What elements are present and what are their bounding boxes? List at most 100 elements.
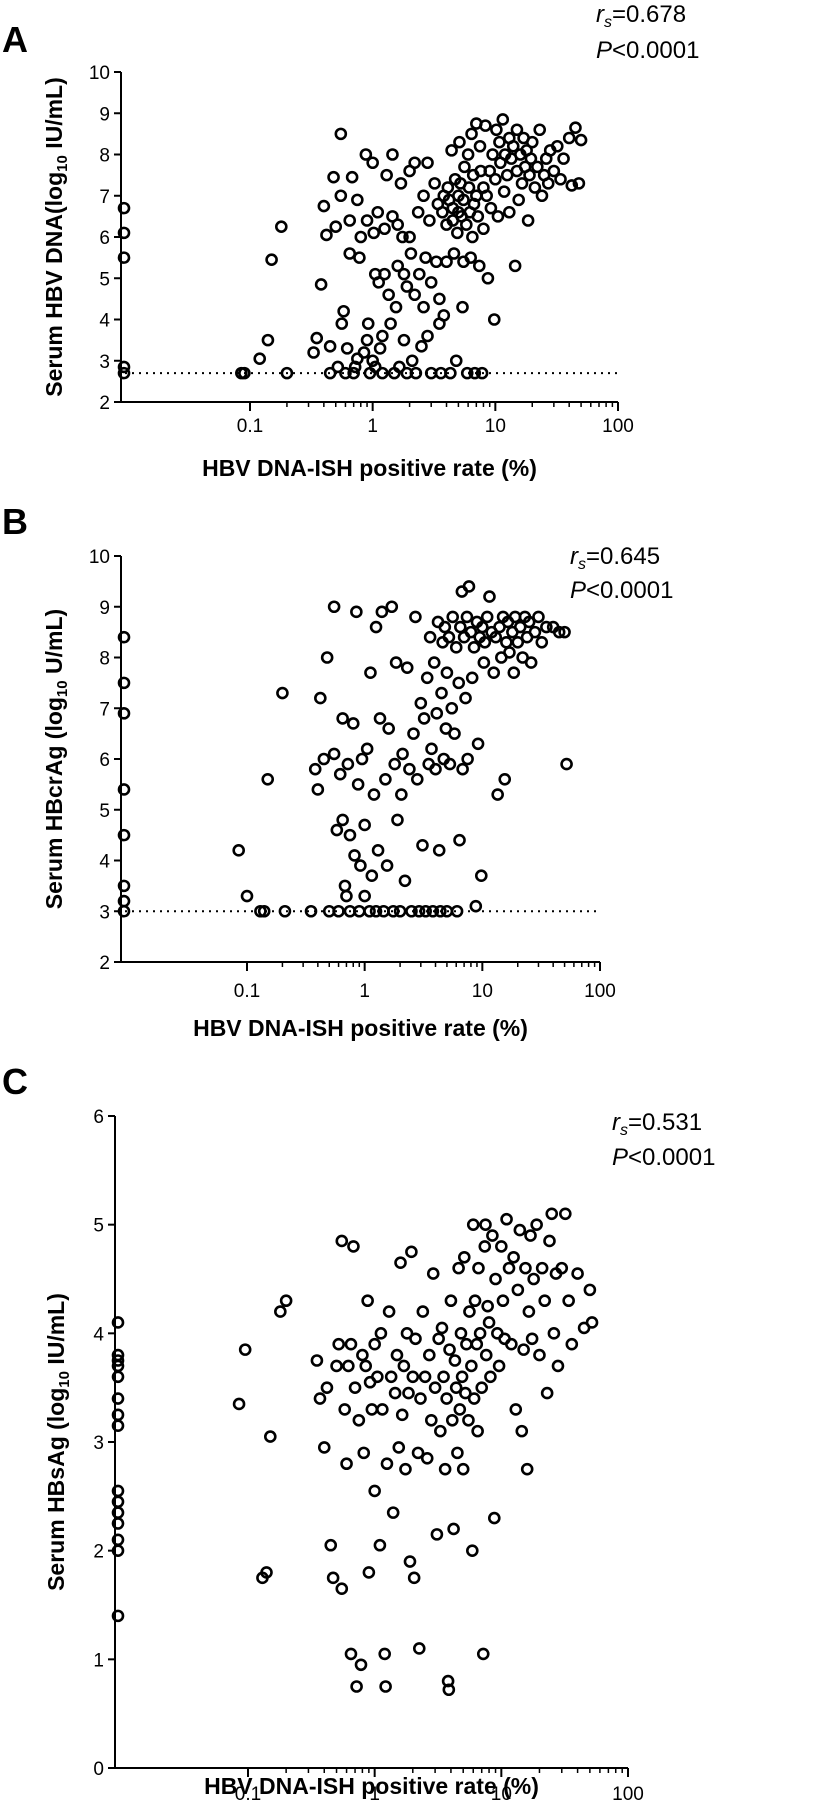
data-point bbox=[445, 701, 459, 715]
x-tick-label: 1 bbox=[359, 981, 370, 1002]
y-tick-label: 6 bbox=[99, 750, 110, 771]
data-point bbox=[372, 276, 386, 289]
data-point bbox=[426, 904, 440, 918]
data-point bbox=[368, 1337, 381, 1351]
data-point bbox=[415, 340, 428, 353]
data-point bbox=[320, 1381, 334, 1394]
data-point bbox=[515, 1424, 529, 1438]
data-point bbox=[369, 904, 383, 918]
data-point bbox=[330, 1359, 343, 1373]
y-axis-title: Serum HBV DNA(log10 IU/mL) bbox=[41, 77, 71, 397]
data-point bbox=[363, 904, 376, 918]
data-point bbox=[337, 304, 350, 318]
data-point bbox=[489, 1272, 502, 1286]
data-point bbox=[466, 1218, 480, 1231]
data-point bbox=[500, 635, 513, 649]
data-point bbox=[557, 152, 570, 165]
data-point bbox=[452, 676, 466, 690]
data-point bbox=[435, 1321, 449, 1335]
data-point bbox=[515, 177, 529, 190]
y-tick-label: 10 bbox=[89, 547, 110, 568]
y-axis-title: Serum HBcrAg (log10 U/mL) bbox=[41, 609, 71, 909]
data-point bbox=[343, 828, 357, 842]
data-point-zero bbox=[111, 1354, 125, 1367]
data-point bbox=[449, 641, 463, 654]
data-point bbox=[304, 904, 318, 918]
data-point bbox=[496, 1294, 510, 1308]
data-point bbox=[476, 1647, 490, 1661]
data-point bbox=[307, 346, 320, 359]
data-point bbox=[380, 168, 393, 182]
data-point bbox=[506, 139, 520, 153]
data-point bbox=[334, 189, 348, 203]
data-point bbox=[354, 859, 367, 872]
data-point bbox=[338, 879, 352, 893]
data-point bbox=[463, 1305, 476, 1318]
data-point bbox=[265, 253, 278, 266]
data-point bbox=[417, 300, 430, 314]
data-point bbox=[467, 1392, 481, 1405]
x-tick-label: 100 bbox=[612, 1784, 644, 1800]
data-point bbox=[379, 1680, 392, 1693]
data-point bbox=[386, 904, 400, 918]
data-point bbox=[419, 251, 432, 264]
data-point bbox=[483, 164, 497, 178]
data-point bbox=[487, 313, 501, 326]
data-point bbox=[449, 1381, 463, 1394]
data-point bbox=[359, 1359, 373, 1373]
data-point bbox=[427, 656, 441, 669]
y-tick-label: 1 bbox=[93, 1650, 104, 1671]
y-tick-label: 4 bbox=[99, 311, 110, 332]
data-point bbox=[379, 772, 392, 786]
data-point bbox=[390, 1348, 404, 1362]
data-point bbox=[366, 156, 379, 170]
data-point bbox=[450, 904, 464, 918]
data-point bbox=[555, 1261, 569, 1275]
data-point bbox=[484, 1370, 497, 1384]
data-point bbox=[334, 127, 348, 141]
data-point bbox=[480, 610, 494, 624]
data-point bbox=[454, 1327, 468, 1340]
y-tick-label: 6 bbox=[99, 228, 110, 249]
data-point bbox=[430, 707, 444, 720]
data-point bbox=[340, 342, 354, 355]
data-point bbox=[437, 309, 451, 322]
data-point bbox=[471, 210, 485, 223]
data-point bbox=[495, 1240, 508, 1253]
data-point-zero bbox=[111, 1370, 125, 1384]
data-point bbox=[332, 904, 345, 918]
data-point bbox=[520, 1462, 534, 1476]
data-point bbox=[261, 333, 275, 347]
data-point bbox=[449, 354, 463, 368]
data-point bbox=[498, 772, 512, 786]
x-tick-label: 10 bbox=[491, 1784, 512, 1800]
data-point bbox=[423, 1348, 436, 1362]
data-point bbox=[373, 342, 387, 355]
p-value: P<0.0001 bbox=[612, 1144, 715, 1171]
data-point bbox=[528, 625, 542, 639]
data-point bbox=[452, 1261, 465, 1275]
data-point bbox=[388, 757, 402, 771]
data-point bbox=[442, 630, 456, 644]
data-point bbox=[365, 1403, 379, 1416]
data-point bbox=[260, 1566, 273, 1579]
data-point bbox=[507, 1250, 520, 1264]
data-point bbox=[479, 1218, 492, 1231]
data-point bbox=[324, 1538, 338, 1552]
data-point bbox=[342, 1359, 355, 1373]
data-point bbox=[410, 772, 424, 786]
data-point bbox=[351, 352, 364, 365]
data-point-zero bbox=[111, 1544, 125, 1557]
data-point bbox=[571, 1267, 584, 1280]
data-point bbox=[412, 904, 426, 918]
data-point bbox=[459, 1386, 472, 1400]
data-point bbox=[464, 625, 478, 639]
data-point bbox=[402, 1386, 415, 1400]
data-point bbox=[472, 259, 486, 273]
data-point-zero bbox=[117, 226, 131, 240]
data-point bbox=[425, 742, 438, 756]
data-point bbox=[374, 1327, 388, 1340]
data-point bbox=[467, 641, 481, 654]
x-tick-label: 100 bbox=[584, 981, 616, 1002]
data-point bbox=[442, 1683, 456, 1697]
